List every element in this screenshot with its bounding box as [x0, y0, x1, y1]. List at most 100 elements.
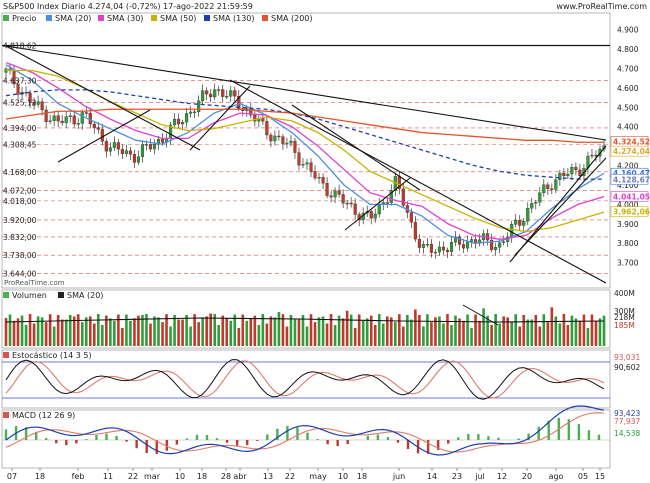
x-tick-label: ago [549, 472, 564, 481]
macd-histogram-bar [386, 437, 390, 440]
volume-bar [389, 317, 393, 346]
price-candle [72, 115, 76, 125]
stoch-tick-label: 90,602 [614, 363, 640, 372]
price-candle [502, 241, 506, 243]
price-candle [16, 83, 20, 95]
price-candle [104, 141, 108, 152]
volume-bar [550, 307, 554, 346]
price-candle [177, 118, 181, 125]
volume-bar [554, 316, 558, 346]
left-level-label: 3.832,00 [3, 233, 37, 242]
volume-bar [84, 317, 88, 346]
macd-histogram-bar [195, 434, 199, 440]
volume-bar [60, 319, 64, 346]
price-candle [353, 203, 357, 215]
sma-line [5, 108, 604, 143]
stoch-tick-label: 93,031 [614, 353, 640, 362]
volume-bar [410, 319, 413, 346]
volume-bar [44, 322, 48, 346]
volume-bar [301, 315, 305, 346]
volume-bar [329, 314, 333, 346]
volume-bar [64, 319, 68, 346]
volume-bar [385, 316, 389, 346]
macd-histogram-bar [296, 427, 299, 440]
price-candle [189, 111, 193, 114]
volume-bar [265, 323, 269, 346]
price-candle [425, 243, 429, 246]
macd-histogram-bar [316, 439, 319, 440]
volume-bar [574, 318, 578, 346]
volume-bar [20, 315, 24, 346]
volume-bar [225, 318, 229, 346]
macd-histogram-bar [517, 438, 520, 440]
x-tick-label: 05 [578, 472, 588, 481]
value-tag [610, 174, 649, 185]
price-candle [550, 188, 554, 190]
macd-histogram-bar [205, 434, 209, 440]
price-candle [542, 184, 546, 193]
trend-line [514, 157, 607, 256]
left-level-label: 4.818,62 [3, 41, 37, 50]
volume-bar [48, 314, 52, 346]
x-tick-label: 13 [263, 472, 273, 481]
volume-bar [594, 320, 598, 346]
volume-bar [173, 314, 176, 346]
price-candle [144, 144, 149, 146]
price-candle [205, 90, 209, 95]
volume-bar [542, 314, 546, 346]
price-candle [201, 90, 205, 101]
left-level-label: 3.920,00 [3, 216, 37, 225]
y-tick-label: 4.400 [617, 123, 639, 132]
volume-bar [92, 323, 96, 346]
volume-bar [446, 314, 449, 346]
x-tick-label: 11 [103, 472, 113, 481]
volume-bar [478, 320, 481, 346]
macd-histogram-bar [115, 436, 118, 440]
volume-bar [486, 315, 489, 346]
price-candle [44, 109, 48, 122]
volume-bar [345, 310, 349, 346]
volume-bar [458, 318, 461, 346]
x-tick-label: feb [72, 472, 85, 481]
macd-histogram-bar [95, 435, 98, 440]
price-candle [490, 239, 494, 250]
volume-bar [450, 325, 453, 346]
left-level-label: 4.168,00 [3, 168, 37, 177]
price-candle [297, 152, 301, 166]
x-tick-label: 10 [175, 472, 185, 481]
price-candle [36, 101, 40, 105]
volume-bar [494, 314, 497, 346]
volume-bar [52, 326, 56, 346]
volume-bar [129, 320, 132, 346]
price-candle [40, 101, 44, 111]
volume-bar [185, 315, 188, 346]
x-tick-label: jun [392, 472, 405, 481]
volume-bar [422, 326, 425, 346]
macd-histogram-bar [457, 437, 460, 440]
price-candle [88, 112, 92, 125]
volume-bar [253, 315, 257, 346]
volume-bar [349, 314, 353, 346]
x-tick-label: abr [233, 472, 247, 481]
price-candle [377, 204, 381, 215]
macd-histogram-bar [55, 440, 58, 444]
macd-tick-label: 77,937 [614, 417, 640, 426]
price-candle [341, 194, 345, 204]
y-tick-label: 4.700 [617, 65, 639, 74]
macd-histogram-bar [527, 433, 530, 440]
price-candle [413, 222, 417, 240]
volume-bar [518, 326, 522, 346]
price-candle [514, 220, 518, 225]
price-candle [197, 100, 201, 113]
price-candle [225, 96, 229, 98]
price-candle [349, 202, 353, 205]
macd-histogram-bar [567, 419, 571, 440]
volume-legend: Volumen SMA (20) [3, 291, 103, 300]
volume-bar [309, 314, 313, 346]
price-candle [333, 190, 337, 198]
price-candle [84, 112, 88, 114]
legend-sma200: SMA (200) [271, 14, 313, 23]
volume-bar [249, 318, 253, 346]
sma-line [5, 64, 605, 244]
